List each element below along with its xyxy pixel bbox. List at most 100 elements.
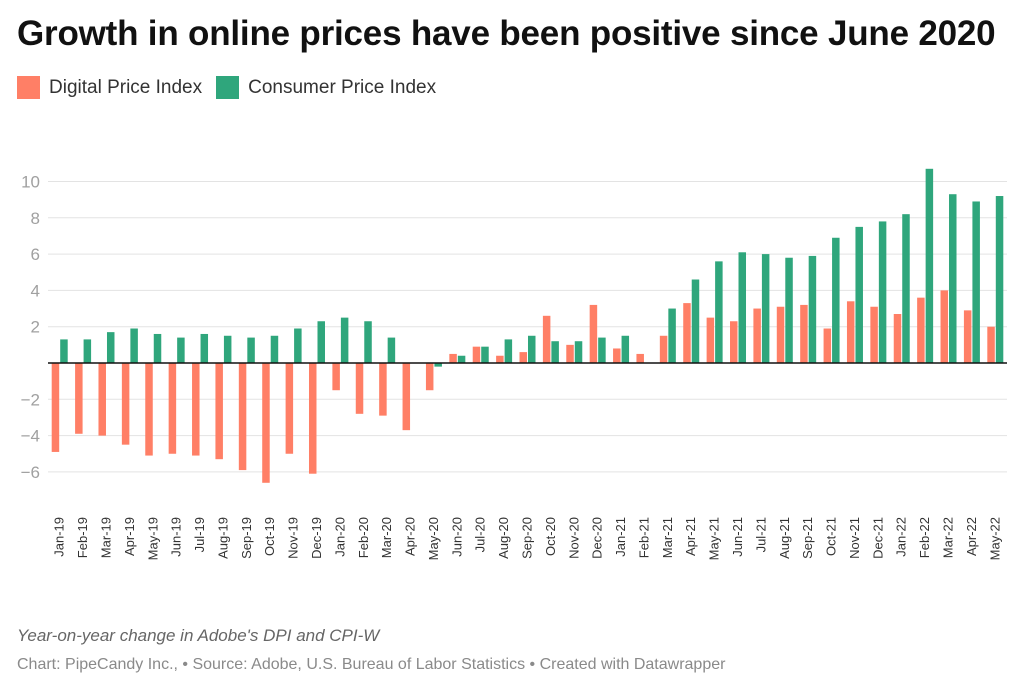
x-tick-label: Nov-20 — [566, 517, 581, 559]
x-tick-label: Feb-22 — [917, 517, 932, 558]
x-tick-label: Sep-21 — [800, 517, 815, 559]
chart-source: Chart: PipeCandy Inc., • Source: Adobe, … — [17, 656, 726, 673]
x-tick-label: Jan-20 — [332, 517, 347, 557]
bar-dpi — [917, 297, 925, 363]
bar-dpi — [730, 321, 738, 363]
x-tick-label: Apr-21 — [683, 517, 698, 556]
bar-dpi — [893, 314, 902, 364]
bar-dpi — [870, 306, 878, 364]
x-tick-label: May-20 — [426, 517, 441, 560]
bar-cpi — [106, 332, 115, 363]
x-tick-label: Aug-20 — [496, 517, 511, 559]
bar-dpi — [308, 363, 317, 474]
bar-dpi — [542, 315, 551, 363]
y-tick-label: 6 — [31, 245, 40, 264]
x-tick-label: Jul-21 — [753, 517, 768, 552]
legend-label-dpi: Digital Price Index — [49, 76, 203, 98]
bar-dpi — [168, 363, 177, 454]
bar-cpi — [434, 363, 442, 367]
y-tick-label: 2 — [31, 318, 40, 337]
x-tick-label: Dec-20 — [590, 517, 605, 559]
bar-dpi — [472, 346, 481, 364]
bar-cpi — [761, 254, 770, 363]
bar-dpi — [425, 363, 434, 391]
bar-cpi — [738, 252, 747, 363]
y-tick-label: −6 — [21, 463, 40, 482]
bar-cpi — [902, 214, 910, 363]
bar-cpi — [949, 194, 957, 363]
y-axis-ticks: 10 8 6 4 2 −2 −4 −6 — [21, 173, 40, 482]
x-tick-label: Mar-19 — [98, 517, 113, 558]
x-tick-label: Jan-22 — [894, 517, 909, 557]
bar-dpi — [987, 326, 995, 363]
bar-cpi — [457, 355, 466, 363]
bar-dpi — [800, 304, 808, 363]
x-tick-label: Sep-20 — [520, 517, 535, 559]
bar-cpi — [785, 257, 793, 363]
bar-cpi — [528, 335, 536, 363]
bar-cpi — [270, 335, 279, 363]
bar-dpi — [51, 363, 60, 452]
bar-cpi — [387, 337, 396, 363]
x-tick-label: Jul-20 — [473, 517, 488, 552]
bar-dpi — [121, 363, 130, 445]
x-tick-label: Dec-21 — [870, 517, 885, 559]
bar-dpi — [636, 353, 644, 363]
bar-cpi — [598, 337, 606, 363]
bar-cpi — [691, 279, 700, 363]
bar-cpi — [808, 255, 817, 363]
x-tick-label: May-21 — [707, 517, 722, 560]
bar-cpi — [130, 328, 138, 363]
x-tick-label: Nov-21 — [847, 517, 862, 559]
x-tick-label: Mar-21 — [660, 517, 675, 558]
bar-dpi — [98, 363, 106, 436]
chart-description: Year-on-year change in Adobe's DPI and C… — [17, 626, 380, 645]
bar-cpi — [855, 226, 863, 364]
bar-dpi — [355, 363, 364, 414]
bar-dpi — [379, 363, 387, 416]
y-tick-label: 10 — [21, 173, 40, 192]
x-tick-label: Nov-19 — [286, 517, 301, 559]
bar-cpi — [317, 321, 325, 363]
legend-label-cpi: Consumer Price Index — [248, 76, 437, 98]
bar-dpi — [449, 353, 457, 363]
x-tick-label: Apr-19 — [122, 517, 137, 556]
bar-dpi — [963, 310, 972, 363]
bars — [51, 168, 1004, 483]
bar-cpi — [878, 221, 887, 363]
bar-cpi — [247, 337, 255, 363]
bar-cpi — [223, 335, 232, 363]
x-tick-label: May-22 — [987, 517, 1002, 560]
bar-dpi — [566, 344, 574, 363]
y-tick-label: −4 — [21, 427, 40, 446]
x-tick-label: Oct-19 — [262, 517, 277, 556]
bar-dpi — [659, 335, 668, 363]
bar-cpi — [504, 339, 513, 363]
x-tick-label: Aug-19 — [215, 517, 230, 559]
x-tick-label: Sep-19 — [239, 517, 254, 559]
x-tick-label: Aug-21 — [777, 517, 792, 559]
x-tick-label: May-19 — [145, 517, 160, 560]
bar-cpi — [83, 339, 92, 363]
bar-cpi — [995, 196, 1004, 363]
bar-dpi — [776, 306, 785, 364]
bar-cpi — [200, 333, 209, 363]
bar-dpi — [215, 363, 223, 460]
bar-cpi — [551, 341, 559, 363]
y-tick-label: −2 — [21, 390, 40, 409]
bar-cpi — [621, 335, 630, 363]
bar-cpi — [153, 333, 162, 363]
bar-dpi — [496, 355, 504, 363]
bar-cpi — [715, 261, 723, 363]
bar-dpi — [192, 363, 200, 456]
x-tick-label: Feb-20 — [356, 517, 371, 558]
legend-item-cpi: Consumer Price Index — [216, 76, 436, 99]
x-tick-label: Jul-19 — [192, 517, 207, 552]
x-tick-label: Oct-21 — [824, 517, 839, 556]
bar-cpi — [481, 346, 489, 364]
x-tick-label: Mar-20 — [379, 517, 394, 558]
bar-cpi — [832, 237, 840, 363]
x-axis-ticks: Jan-19 Feb-19 Mar-19 Apr-19 May-19 Jun-19 Jul-… — [52, 517, 1003, 560]
bar-dpi — [613, 348, 621, 363]
